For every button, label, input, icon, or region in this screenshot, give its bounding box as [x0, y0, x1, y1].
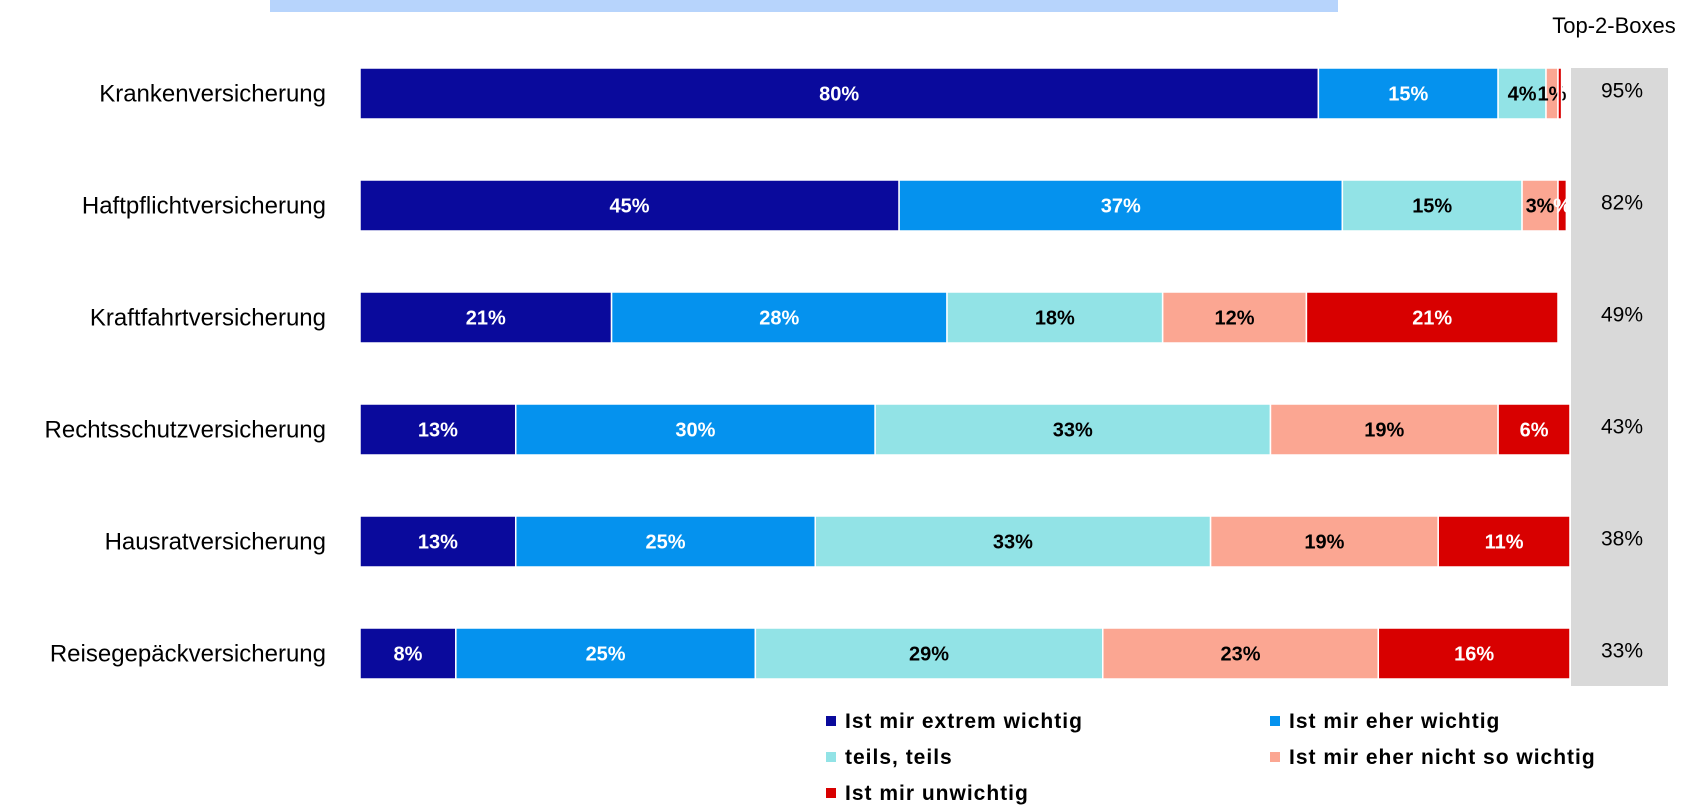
bar-segment	[514, 515, 816, 568]
data-label: 3%	[1526, 196, 1555, 218]
data-label: 30%	[675, 420, 715, 442]
data-label: 11%	[1485, 532, 1524, 554]
bar-segment	[814, 515, 1212, 568]
top2-header: Top-2-Boxes	[1552, 13, 1676, 38]
category-label: Rechtsschutzversicherung	[45, 417, 326, 444]
data-label: 25%	[645, 532, 685, 554]
legend-label: Ist mir unwichtig	[845, 782, 1029, 805]
data-label: %	[1553, 196, 1571, 218]
top2-value: 43%	[1601, 416, 1643, 439]
category-label: Krankenversicherung	[99, 81, 326, 108]
bar-segment	[1497, 403, 1571, 456]
bar-segment	[754, 627, 1104, 680]
bar-segment	[1209, 515, 1439, 568]
category-label: Reisegepäckversicherung	[50, 641, 326, 668]
bar-segment	[1317, 67, 1499, 120]
legend-label: Ist mir eher nicht so wichtig	[1289, 746, 1596, 769]
data-label: 13%	[418, 532, 458, 554]
data-label: 15%	[1388, 84, 1428, 106]
bar-segment	[455, 627, 757, 680]
legend-swatch	[826, 716, 836, 726]
legend-label: Ist mir eher wichtig	[1289, 710, 1500, 733]
top2-band	[1571, 68, 1668, 686]
data-label: 16%	[1454, 644, 1494, 666]
bar-segment	[1557, 67, 1563, 120]
bar-segment	[1305, 291, 1559, 344]
bar-segment	[1377, 627, 1571, 680]
data-label: 15%	[1412, 196, 1452, 218]
data-label: 6%	[1520, 420, 1549, 442]
category-label: Hausratversicherung	[105, 529, 326, 556]
bar-segment	[1102, 627, 1380, 680]
top2-value: 49%	[1601, 304, 1643, 327]
top2-value: 33%	[1601, 640, 1643, 663]
data-label: 33%	[1053, 420, 1093, 442]
data-label: 25%	[586, 644, 626, 666]
top2-column: Top-2-Boxes 95% 82% 49% 43% 38% 33%	[1552, 13, 1676, 686]
data-label: 28%	[759, 308, 799, 330]
bar-segment	[1269, 403, 1499, 456]
bar-segment	[359, 179, 900, 232]
bar-segment	[1161, 291, 1308, 344]
legend-swatch	[826, 788, 836, 798]
bar-segment	[359, 291, 613, 344]
data-label: 21%	[1412, 308, 1452, 330]
title-banner	[270, 0, 1338, 12]
bar-segment	[514, 403, 876, 456]
data-label: 21%	[466, 308, 506, 330]
legend-swatch	[826, 752, 836, 762]
data-label: 23%	[1221, 644, 1261, 666]
bar-segment	[1437, 515, 1571, 568]
legend-swatch	[1270, 716, 1280, 726]
data-label: 80%	[819, 84, 859, 106]
top2-value: 82%	[1601, 192, 1643, 215]
top2-value: 95%	[1601, 80, 1643, 103]
top2-value: 38%	[1601, 528, 1643, 551]
data-label: 29%	[909, 644, 949, 666]
bar-segment	[946, 291, 1164, 344]
data-label: 8%	[393, 644, 422, 666]
data-label: 13%	[418, 420, 458, 442]
data-label: 12%	[1215, 308, 1255, 330]
bar-segment	[359, 515, 517, 568]
legend-label: teils, teils	[845, 746, 953, 769]
bar-segment	[898, 179, 1344, 232]
legend-swatch	[1270, 752, 1280, 762]
data-label: 19%	[1304, 532, 1344, 554]
data-label: 45%	[610, 196, 650, 218]
bar-segment	[359, 627, 457, 680]
category-label: Haftpflichtversicherung	[82, 193, 326, 220]
category-labels: Krankenversicherung Haftpflichtversicheru…	[45, 81, 326, 668]
bar-segment	[359, 403, 517, 456]
bar-segment	[1521, 179, 1559, 232]
data-label: 4%	[1508, 84, 1537, 106]
bar-area: 80% 15% 4% 1%45% 37% 15% 3%%21% 28% 18% 12% 21%13%…	[359, 67, 1571, 680]
bar-segment	[874, 403, 1272, 456]
legend: Ist mir extrem wichtig Ist mir eher wicht…	[826, 710, 1596, 805]
legend-label: Ist mir extrem wichtig	[845, 710, 1083, 733]
data-label: 33%	[993, 532, 1033, 554]
data-label: 18%	[1035, 308, 1075, 330]
category-label: Kraftfahrtversicherung	[90, 305, 326, 332]
bar-segment	[1557, 179, 1568, 232]
data-label: 19%	[1364, 420, 1404, 442]
data-label: 37%	[1101, 196, 1141, 218]
